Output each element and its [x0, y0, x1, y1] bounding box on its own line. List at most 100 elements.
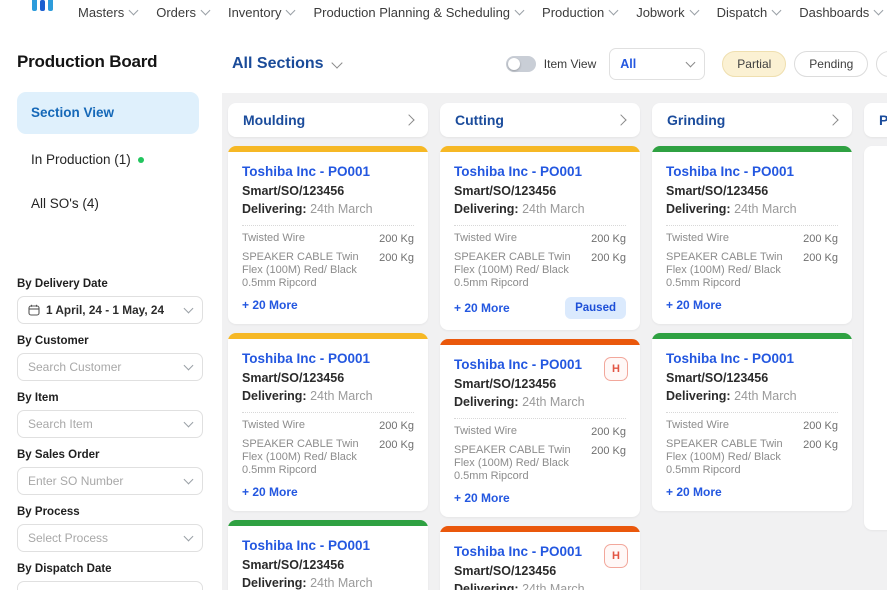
item-qty: 200 Kg	[803, 252, 838, 264]
board-column-grinding: Grinding Toshiba Inc - PO001 Smart/SO/12…	[652, 103, 852, 511]
so-card[interactable]: Toshiba Inc - PO001 Smart/SO/123456 Deli…	[652, 333, 852, 511]
column-header[interactable]: P	[864, 103, 887, 137]
filter-select[interactable]: Select Process	[17, 524, 203, 552]
so-card[interactable]: H Toshiba Inc - PO001 Smart/SO/123456 De…	[440, 526, 640, 590]
card-items: Twisted Wire 200 Kg SPEAKER CABLE Twin Fle…	[454, 425, 626, 483]
column-cards: Toshiba Inc - PO001 Smart/SO/123456 Deli…	[440, 146, 640, 590]
status-pill-pending[interactable]: Pending	[794, 51, 869, 77]
item-name: SPEAKER CABLE Twin Flex (100M) Red/ Blac…	[242, 438, 359, 476]
filter-select[interactable]: Search Customer	[17, 353, 203, 381]
card-status-bar	[440, 146, 640, 152]
top-nav: Masters Orders Inventory Production Plannin…	[0, 0, 887, 26]
status-pill-c[interactable]: C	[876, 51, 887, 77]
card-so-number: Smart/SO/123456	[242, 558, 345, 572]
filter-select[interactable]: Search Item	[17, 410, 203, 438]
item-qty: 200 Kg	[379, 439, 414, 451]
status-filter-value: All	[620, 57, 637, 71]
card-so-number: Smart/SO/123456	[666, 371, 769, 385]
card-customer-po: Toshiba Inc - PO001	[454, 357, 583, 372]
sidebar-filters: By Delivery Date 1 April, 24 - 1 May, 24…	[17, 278, 203, 590]
card-status-bar	[652, 146, 852, 152]
item-qty: 200 Kg	[379, 233, 414, 245]
item-qty: 200 Kg	[591, 445, 626, 457]
so-card[interactable]: H Toshiba Inc - PO001 Smart/SO/123456 De…	[440, 339, 640, 517]
column-header[interactable]: Cutting	[440, 103, 640, 137]
more-items-link[interactable]: + 20 More	[666, 298, 722, 312]
chevron-down-icon	[183, 360, 194, 370]
column-header[interactable]: Grinding	[652, 103, 852, 137]
so-card[interactable]: Toshiba Inc - PO001 Smart/SO/123456 Deli…	[652, 146, 852, 324]
so-card[interactable]: Toshiba Inc - PO001 Smart/SO/123456 Deli…	[228, 520, 428, 590]
column-name: Grinding	[667, 112, 726, 128]
more-items-link[interactable]: + 20 More	[242, 485, 298, 499]
status-pill-partial[interactable]: Partial	[722, 51, 787, 77]
nav-item-orders[interactable]: Orders	[156, 5, 211, 20]
nav-item-dashboards[interactable]: Dashboards	[799, 5, 884, 20]
card-so-number: Smart/SO/123456	[666, 184, 769, 198]
delivering-date: 24th March	[310, 389, 373, 403]
nav-item-production[interactable]: Production	[542, 5, 619, 20]
chevron-right-icon	[827, 114, 839, 126]
nav-item-inventory[interactable]: Inventory	[228, 5, 296, 20]
section-selector[interactable]: All Sections	[232, 55, 343, 73]
card-delivery: Delivering: 24th March	[666, 389, 838, 403]
sidebar-views: Section View In Production (1) All SO's (4…	[17, 92, 203, 211]
more-items-link[interactable]: + 20 More	[454, 491, 510, 505]
chevron-down-icon	[183, 474, 194, 484]
so-card[interactable]: Toshiba Inc - PO001 Smart/SO/123456 Deli…	[228, 146, 428, 324]
filter-group-by-item: By Item Search Item	[17, 392, 203, 438]
filter-select[interactable]	[17, 581, 203, 590]
hold-badge: H	[604, 544, 628, 568]
sidebar-view-section-view[interactable]: Section View	[17, 92, 199, 134]
column-cards	[864, 146, 887, 530]
card-status-bar	[228, 520, 428, 526]
filter-label: By Delivery Date	[17, 278, 108, 290]
filter-value: 1 April, 24 - 1 May, 24	[46, 303, 165, 317]
item-name: Twisted Wire	[666, 232, 729, 244]
card-items: Twisted Wire 200 Kg SPEAKER CABLE Twin Fle…	[242, 419, 414, 477]
filter-label: By Customer	[17, 335, 89, 347]
item-qty: 200 Kg	[379, 252, 414, 264]
column-header[interactable]: Moulding	[228, 103, 428, 137]
dotted-divider	[454, 225, 626, 226]
page-title: Production Board	[17, 52, 158, 71]
delivering-date: 24th March	[522, 395, 585, 409]
filter-value: Search Item	[28, 417, 93, 431]
status-filter-select[interactable]: All	[609, 48, 706, 80]
sidebar-view-all-so-s-4[interactable]: All SO's (4)	[31, 196, 99, 211]
hold-badge: H	[604, 357, 628, 381]
nav-item-dispatch[interactable]: Dispatch	[717, 5, 782, 20]
chevron-down-icon	[771, 5, 782, 15]
more-items-link[interactable]: + 20 More	[666, 485, 722, 499]
delivering-label: Delivering:	[666, 202, 731, 216]
chevron-down-icon	[330, 57, 343, 69]
card-so-number: Smart/SO/123456	[454, 184, 557, 198]
item-name: SPEAKER CABLE Twin Flex (100M) Red/ Blac…	[666, 438, 783, 476]
more-items-link[interactable]: + 20 More	[454, 301, 510, 315]
chevron-down-icon	[183, 531, 194, 541]
toggle-knob	[507, 58, 520, 70]
delivering-label: Delivering:	[454, 395, 519, 409]
item-view-toggle[interactable]	[505, 56, 536, 72]
so-card[interactable]: Toshiba Inc - PO001 Smart/SO/123456 Deli…	[440, 146, 640, 330]
item-row: Twisted Wire 200 Kg	[666, 232, 838, 245]
so-card[interactable]: Toshiba Inc - PO001 Smart/SO/123456 Deli…	[228, 333, 428, 511]
item-name: Twisted Wire	[454, 425, 517, 437]
item-qty: 200 Kg	[591, 426, 626, 438]
nav-item-masters[interactable]: Masters	[78, 5, 139, 20]
toolbar-right: Item View All Partial Pending C	[505, 48, 887, 80]
filter-select[interactable]: Enter SO Number	[17, 467, 203, 495]
nav-item-jobwork[interactable]: Jobwork	[636, 5, 700, 20]
item-name: Twisted Wire	[242, 232, 305, 244]
filter-label: By Process	[17, 506, 80, 518]
dotted-divider	[242, 225, 414, 226]
status-pills: Partial Pending C	[722, 51, 887, 77]
item-row: SPEAKER CABLE Twin Flex (100M) Red/ Blac…	[454, 444, 626, 483]
filter-select[interactable]: 1 April, 24 - 1 May, 24	[17, 296, 203, 324]
item-qty: 200 Kg	[803, 233, 838, 245]
app-logo-icon[interactable]	[32, 0, 53, 11]
sidebar-view-in-production-1[interactable]: In Production (1)	[17, 152, 203, 167]
more-items-link[interactable]: + 20 More	[242, 298, 298, 312]
nav-item-production-planning-scheduling[interactable]: Production Planning & Scheduling	[313, 5, 525, 20]
